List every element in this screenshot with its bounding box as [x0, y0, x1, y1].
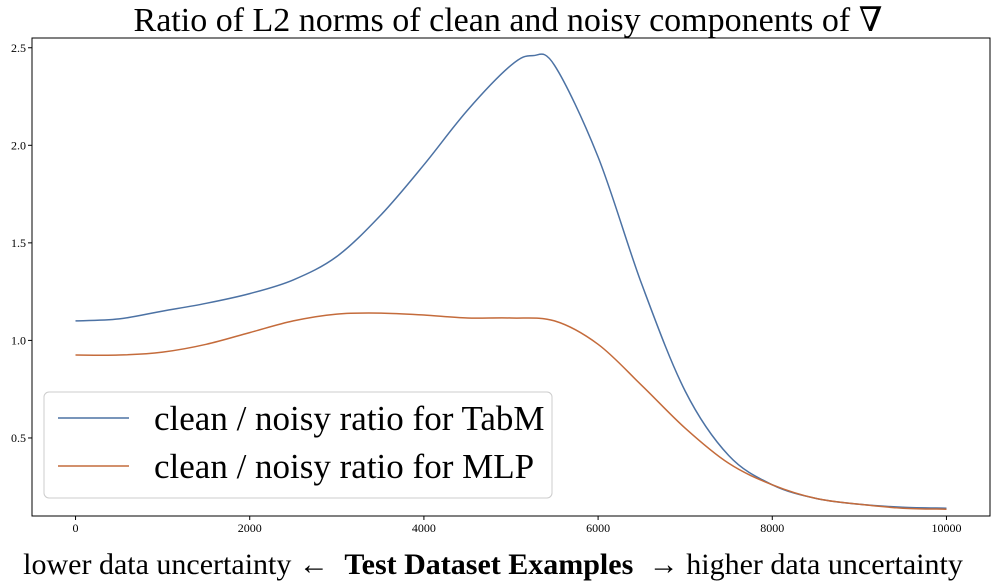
line-mlp — [75, 312, 947, 510]
x-axis-label-right: → higher data uncertainty — [649, 548, 963, 581]
plot-area — [31, 37, 991, 517]
x-axis-label-left: lower data uncertainty ← — [23, 548, 329, 581]
legend-label-tabm: clean / noisy ratio for TabM — [154, 399, 545, 438]
x-axis-label-bold: Test Dataset Examples — [344, 548, 633, 581]
series-lines — [75, 53, 947, 510]
x-tick-label: 10000 — [931, 521, 961, 535]
y-tick-label: 0.5 — [11, 431, 26, 445]
y-tick-label: 2.5 — [11, 41, 26, 55]
y-tick-label: 1.0 — [11, 333, 26, 347]
y-axis-ticks: 0.5 1.0 1.5 2.0 2.5 — [11, 41, 32, 445]
y-tick-label: 2.0 — [11, 138, 26, 152]
y-tick-label: 1.5 — [11, 236, 26, 250]
x-tick-label: 0 — [73, 521, 79, 535]
legend-box — [43, 391, 553, 499]
x-axis-ticks: 0 2000 4000 6000 8000 10000 — [73, 516, 961, 535]
x-tick-label: 8000 — [760, 521, 784, 535]
x-tick-label: 4000 — [412, 521, 436, 535]
legend: clean / noisy ratio for TabM clean / noi… — [43, 391, 553, 499]
legend-label-mlp: clean / noisy ratio for MLP — [154, 447, 534, 486]
x-tick-label: 6000 — [586, 521, 610, 535]
x-axis-label: lower data uncertainty ← Test Dataset Ex… — [23, 548, 963, 581]
x-tick-label: 2000 — [238, 521, 262, 535]
chart-title: Ratio of L2 norms of clean and noisy com… — [134, 2, 883, 39]
